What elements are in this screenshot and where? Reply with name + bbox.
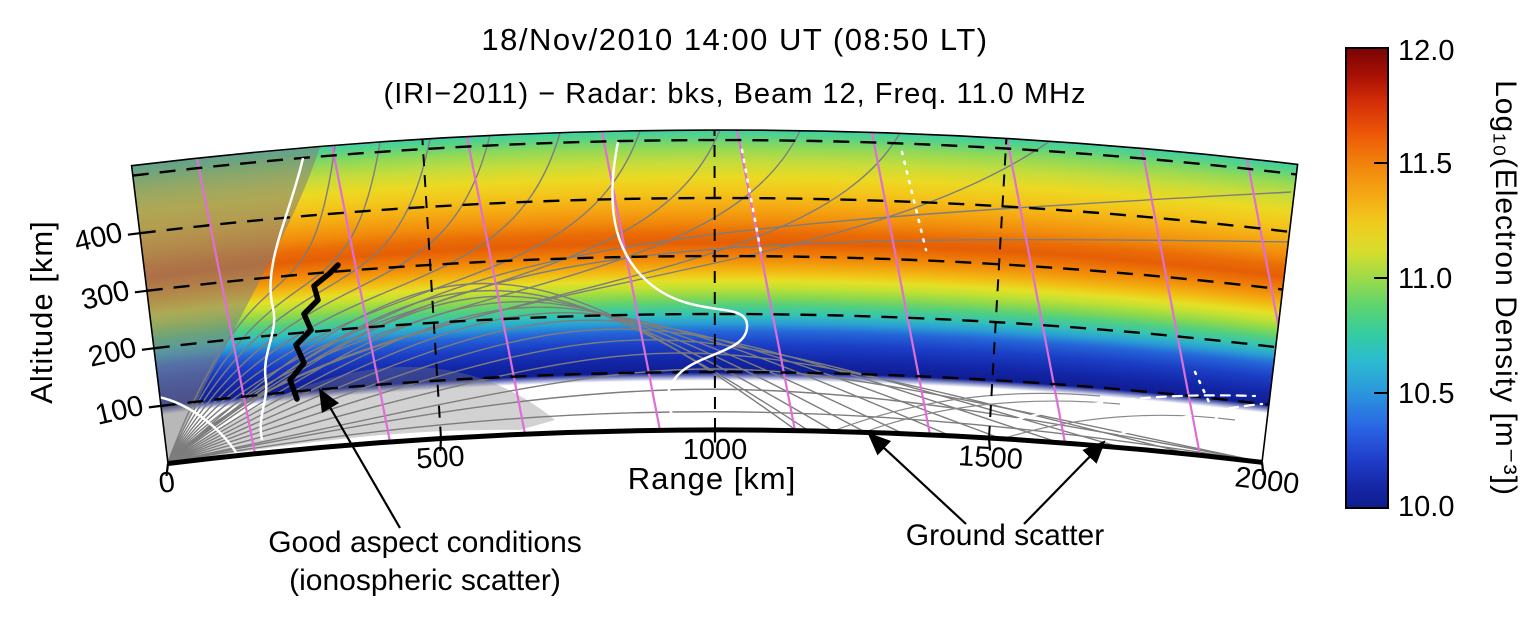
ray-path: [167, 312, 952, 463]
good-aspect-label-line2: (ionospheric scatter): [289, 564, 561, 597]
x-axis: 0 500 1000 1500 2000 Range [km]: [157, 430, 1301, 501]
ray-path: [167, 295, 834, 463]
ray-path: [167, 368, 1263, 463]
x-tick-1000: 1000: [683, 434, 748, 466]
x-tick-1500: 1500: [957, 440, 1023, 476]
ray-path: [167, 328, 1061, 463]
cbar-tick-10: 10.0: [1398, 491, 1454, 523]
ray-path: [167, 144, 336, 463]
ray-path: [167, 130, 801, 463]
x-axis-label: Range [km]: [628, 461, 797, 496]
range-markers: [421, 130, 1008, 439]
cbar-tick-11: 11.0: [1398, 263, 1452, 295]
y-tick-400: 400: [71, 217, 125, 259]
range-marker: [713, 130, 716, 431]
ray-path: [167, 132, 901, 463]
ray-path: [167, 339, 1124, 463]
plot-title: 18/Nov/2010 14:00 UT (08:50 LT): [481, 22, 988, 57]
plot-area: [130, 129, 1299, 466]
geomagnetic-field-lines: [195, 130, 1298, 464]
ray-path: [167, 282, 798, 463]
ray-path: [167, 411, 1263, 463]
profile-curve: [611, 141, 749, 437]
field-line: [330, 145, 392, 443]
ray-path: [167, 306, 905, 463]
field-line: [1005, 138, 1067, 444]
good-aspect-label-line1: Good aspect conditions: [268, 526, 582, 559]
y-tick-200: 200: [85, 332, 139, 374]
field-line: [195, 157, 257, 454]
altitude-contour: [132, 138, 1297, 177]
profile-curve: [149, 394, 244, 463]
y-axis: Altitude [km] 100 200 300 400: [24, 217, 161, 432]
ground-scatter-rays: [832, 392, 1236, 440]
cbar-tick-105: 10.5: [1398, 378, 1454, 410]
x-tick-0: 0: [157, 466, 177, 500]
cbar-tick-115: 11.5: [1398, 148, 1452, 180]
range-marker: [988, 138, 1008, 439]
altitude-contour: [160, 370, 1270, 408]
annotations: Good aspect conditions (ionospheric scat…: [268, 388, 1106, 597]
ray-path: [167, 132, 561, 463]
range-marker: [421, 139, 442, 439]
field-line: [870, 132, 932, 436]
ray-path: [167, 138, 431, 463]
ray-path: [167, 239, 1294, 463]
good-aspect-segment: [287, 262, 341, 402]
y-tick-100: 100: [92, 390, 146, 432]
profile-curve: [259, 157, 305, 441]
ground-scatter-arrow-left: [867, 432, 967, 525]
x-tick-2000: 2000: [1233, 461, 1301, 500]
x-tick-500: 500: [415, 441, 465, 476]
cbar-tick-12: 12.0: [1398, 35, 1454, 67]
ground-scatter-arrow-right: [1023, 440, 1106, 525]
ray-path: [167, 141, 381, 463]
ray-path: [167, 388, 1263, 463]
good-aspect-arrow: [318, 388, 401, 529]
ray-path: [167, 352, 1191, 463]
ray-paths: [167, 130, 1294, 463]
field-line: [465, 136, 527, 435]
field-line: [1140, 148, 1202, 456]
colorbar: 12.0 11.5 11.0 10.5 10.0 Log₁₀(Electron …: [1345, 35, 1522, 523]
altitude-contour: [153, 312, 1276, 350]
ground-scatter-label: Ground scatter: [906, 519, 1104, 552]
ray-path: [167, 130, 721, 463]
y-axis-label: Altitude [km]: [24, 220, 59, 404]
plot-subtitle: (IRI−2011) − Radar: bks, Beam 12, Freq. …: [384, 78, 1087, 110]
ray-path: [167, 130, 641, 463]
y-tick-300: 300: [78, 275, 132, 317]
colorbar-label: Log₁₀(Electron Density [m⁻³]): [1489, 80, 1522, 496]
white-dashed-details: [740, 148, 1264, 436]
density-profile-curves: [149, 141, 749, 463]
